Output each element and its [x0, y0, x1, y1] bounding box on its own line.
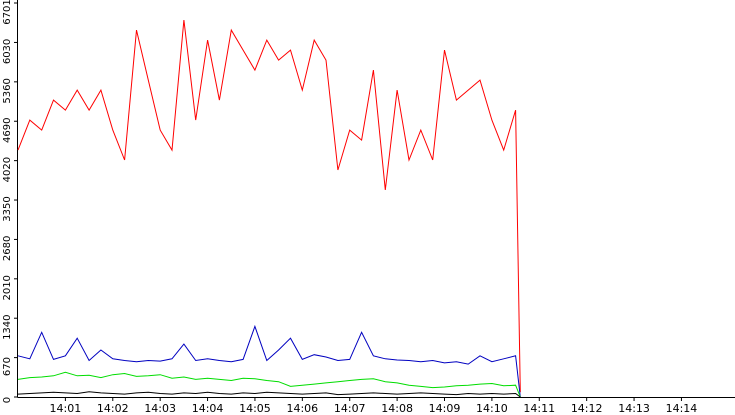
- x-tick-label: 14:12: [571, 402, 603, 415]
- y-tick-label: 2010: [2, 275, 13, 300]
- x-tick-label: 14:02: [97, 402, 129, 415]
- y-tick-label: 1340: [2, 314, 13, 339]
- x-tick-label: 14:03: [144, 402, 176, 415]
- y-tick-label: 670: [2, 357, 13, 376]
- y-tick-label: 2680: [2, 236, 13, 261]
- y-tick-label: 4690: [2, 118, 13, 143]
- x-tick-label: 14:09: [429, 402, 461, 415]
- x-tick-label: 14:08: [381, 402, 413, 415]
- x-tick-label: 14:10: [476, 402, 508, 415]
- y-tick-label: 5360: [2, 78, 13, 103]
- x-tick-label: 14:04: [192, 402, 224, 415]
- y-tick-label: 0: [2, 397, 13, 403]
- x-tick-label: 14:14: [666, 402, 698, 415]
- x-tick-label: 14:05: [239, 402, 271, 415]
- y-tick-label: 4020: [2, 157, 13, 182]
- x-tick-label: 14:01: [50, 402, 82, 415]
- series-line: [17, 391, 521, 398]
- series-line: [17, 20, 521, 393]
- y-tick-label: 3350: [2, 196, 13, 221]
- x-tick-label: 14:11: [523, 402, 555, 415]
- x-tick-label: 14:07: [334, 402, 366, 415]
- x-tick-label: 14:06: [286, 402, 318, 415]
- x-tick-label: 14:13: [618, 402, 650, 415]
- y-tick-label: 6030: [2, 39, 13, 64]
- y-tick-label: 6701: [2, 0, 13, 25]
- series-line: [17, 371, 521, 398]
- series-line: [17, 324, 521, 398]
